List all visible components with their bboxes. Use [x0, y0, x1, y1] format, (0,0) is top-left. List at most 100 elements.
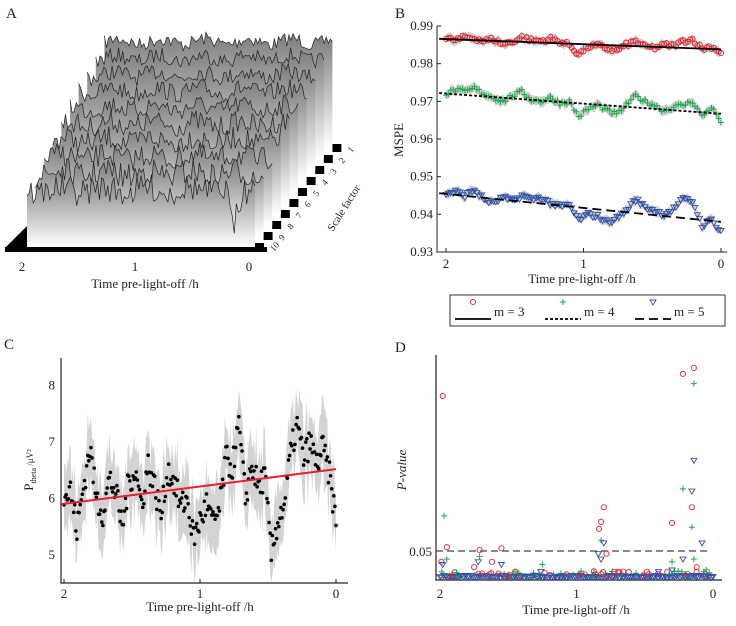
d-point — [595, 525, 603, 532]
c-point — [293, 442, 297, 447]
b-point — [634, 196, 642, 204]
c-point — [187, 515, 192, 520]
c-point — [107, 475, 112, 480]
panel-label-b: B — [395, 6, 405, 22]
c-point — [266, 500, 270, 505]
ribbon-line-scale-9 — [35, 158, 264, 188]
c-point — [74, 529, 78, 533]
c-point — [276, 524, 281, 529]
d-xtick: 0 — [710, 586, 717, 601]
c-point — [190, 519, 195, 523]
d-baseline-point — [562, 574, 571, 582]
b-point — [549, 96, 556, 103]
b-trend-line — [439, 37, 722, 51]
c-point — [311, 442, 316, 446]
b-point — [707, 216, 716, 223]
d-point — [537, 569, 545, 576]
b-point — [572, 212, 581, 220]
b-point — [509, 39, 516, 46]
c-point — [164, 475, 169, 480]
ribbon-line-scale-1 — [104, 31, 333, 52]
c-point — [272, 541, 277, 546]
legend-marker — [649, 299, 657, 306]
d-baseline-point — [555, 573, 563, 581]
a-scale-tick: 10 — [268, 240, 282, 254]
d-point — [476, 546, 483, 553]
c-point — [103, 508, 107, 513]
c-point — [119, 509, 124, 513]
c-point — [283, 496, 288, 500]
p-value-plot: 2 1 0 — [435, 355, 722, 601]
c-point — [260, 490, 265, 495]
mspe-plot: 0.93 0.94 0.95 0.96 0.97 0.98 0.99 2 1 0 — [410, 18, 727, 271]
d-point — [703, 566, 710, 573]
b-point — [613, 46, 620, 53]
c-point — [163, 494, 168, 499]
legend-label: m = 3 — [494, 304, 524, 319]
c-point — [99, 520, 104, 524]
d-point — [443, 556, 450, 563]
c-point — [82, 478, 87, 483]
c-ylabel: Ptheta /μV² — [21, 449, 38, 491]
c-point — [180, 490, 185, 495]
b-point — [689, 35, 696, 42]
c-point — [83, 485, 88, 490]
d-xlabel: Time pre-light-off /h — [522, 602, 630, 617]
c-point — [250, 464, 254, 469]
c-point — [239, 442, 243, 447]
panel-label-d: D — [395, 340, 406, 356]
b-trend-line — [439, 92, 722, 115]
c-point — [197, 530, 201, 534]
c-point — [170, 481, 174, 486]
c-point — [303, 440, 308, 444]
c-point — [220, 477, 225, 482]
c-point — [323, 443, 328, 448]
b-xtick: 2 — [443, 256, 450, 271]
c-point — [213, 517, 217, 522]
theta-power-plot: 5 6 7 8 2 1 0 — [49, 358, 348, 601]
b-point — [596, 216, 604, 224]
c-point — [252, 469, 256, 473]
b-point — [554, 97, 561, 104]
b-ytick: 0.95 — [410, 169, 433, 184]
b-point — [625, 100, 632, 107]
ribbon-scale-10 — [27, 173, 255, 247]
c-point — [66, 497, 71, 501]
c-point — [286, 458, 291, 462]
b-point — [638, 200, 647, 208]
b-point — [584, 209, 593, 217]
b-point — [674, 201, 683, 208]
c-point — [143, 489, 147, 493]
d-baseline-point — [661, 573, 670, 581]
b-point — [717, 49, 725, 57]
c-point — [205, 507, 210, 512]
c-point — [319, 453, 323, 458]
c-point — [122, 509, 127, 513]
c-point — [226, 456, 230, 461]
a-xlabel: Time pre-light-off /h — [91, 276, 199, 291]
c-point — [128, 479, 132, 483]
b-point — [461, 195, 469, 202]
c-point — [208, 506, 213, 511]
d-baseline-point — [580, 574, 589, 582]
c-point — [91, 480, 95, 485]
c-point — [281, 507, 285, 512]
c-point — [322, 448, 326, 453]
c-point — [305, 436, 309, 441]
c-point — [136, 484, 141, 488]
c-point — [232, 464, 237, 469]
c-ytick: 5 — [49, 547, 56, 562]
a-scale-tick: 1 — [345, 144, 356, 154]
c-point — [84, 463, 89, 468]
b-point — [518, 192, 526, 199]
b-point — [544, 197, 552, 205]
b-trend-line — [439, 192, 722, 223]
b-point — [513, 195, 521, 202]
d-xtick: 2 — [437, 586, 444, 601]
b-point — [578, 48, 585, 55]
b-point — [689, 100, 696, 107]
b-point — [662, 211, 671, 218]
b-point — [445, 35, 452, 42]
d-baseline-point — [675, 568, 682, 575]
floor-left-wedge — [5, 226, 27, 250]
